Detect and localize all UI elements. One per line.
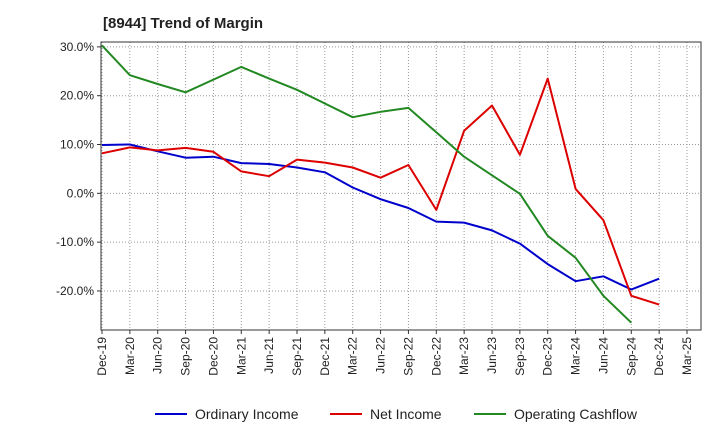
- legend-item-operating-cashflow: Operating Cashflow: [474, 406, 638, 422]
- x-tick-label: Jun-21: [262, 337, 276, 374]
- x-tick-label: Jun-23: [485, 337, 499, 374]
- legend-item-ordinary-income: Ordinary Income: [155, 406, 299, 422]
- x-tick-label: Jun-20: [151, 337, 165, 374]
- x-tick-label: Mar-23: [457, 337, 471, 375]
- legend-label: Net Income: [370, 406, 442, 422]
- series-lines: [101, 44, 660, 324]
- grid-lines: [101, 42, 701, 330]
- x-tick-label: Dec-19: [95, 337, 109, 376]
- legend-label: Ordinary Income: [195, 406, 299, 422]
- series-line-ordinary-income: [101, 143, 660, 291]
- plot-frame: [100, 41, 702, 331]
- y-axis-ticks: 30.0% 20.0% 10.0% 0.0% -10.0% -20.0%: [56, 40, 101, 298]
- x-tick-label: Mar-21: [234, 337, 248, 375]
- x-tick-label: Mar-25: [680, 337, 694, 375]
- x-tick-label: Sep-21: [290, 337, 304, 376]
- y-tick-label: 10.0%: [60, 138, 94, 152]
- y-tick-label: 30.0%: [60, 40, 94, 54]
- legend-label: Operating Cashflow: [514, 406, 638, 422]
- x-tick-label: Dec-23: [541, 337, 555, 376]
- chart-title: [8944] Trend of Margin: [103, 15, 264, 32]
- x-tick-label: Sep-24: [624, 337, 638, 376]
- x-tick-label: Sep-20: [179, 337, 193, 376]
- x-tick-label: Mar-22: [346, 337, 360, 375]
- series-line-net-income: [101, 77, 660, 306]
- legend: Ordinary Income Net Income Operating Cashf…: [155, 406, 638, 422]
- x-tick-label: Dec-21: [318, 337, 332, 376]
- x-tick-label: Sep-22: [401, 337, 415, 376]
- legend-item-net-income: Net Income: [330, 406, 442, 422]
- x-tick-label: Mar-20: [123, 337, 137, 375]
- x-tick-label: Jun-22: [374, 337, 388, 374]
- x-tick-label: Dec-24: [652, 337, 666, 376]
- x-tick-label: Mar-24: [569, 337, 583, 375]
- x-tick-label: Jun-24: [596, 337, 610, 374]
- series-line-operating-cashflow: [101, 44, 632, 324]
- y-tick-label: 0.0%: [67, 186, 95, 200]
- y-tick-label: -10.0%: [56, 235, 94, 249]
- x-tick-label: Dec-22: [429, 337, 443, 376]
- x-tick-label: Dec-20: [206, 337, 220, 376]
- y-tick-label: -20.0%: [56, 284, 94, 298]
- y-tick-label: 20.0%: [60, 89, 94, 103]
- x-tick-label: Sep-23: [513, 337, 527, 376]
- x-axis-ticks: Dec-19 Mar-20 Jun-20 Sep-20 Dec-20 Mar-21 Jun-…: [95, 330, 694, 376]
